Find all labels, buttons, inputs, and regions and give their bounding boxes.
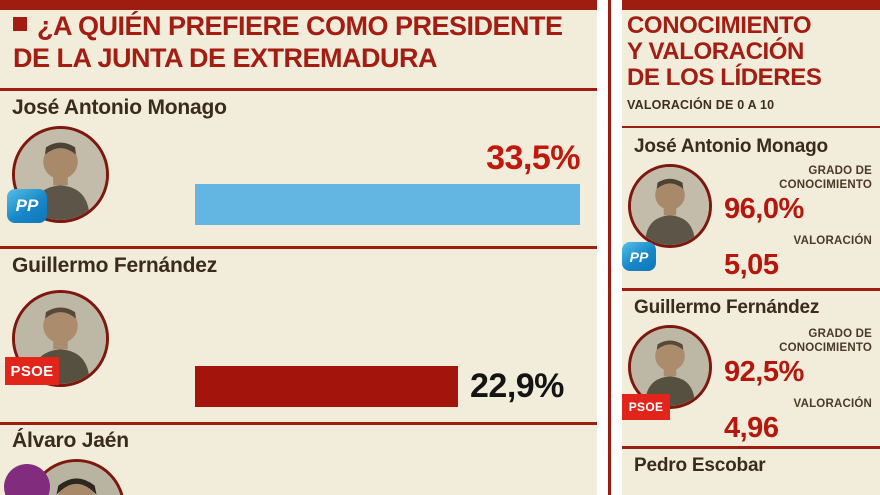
poll-value: 22,9%	[470, 367, 564, 405]
poll-panel: ¿A QUIÉN PREFIERE COMO PRESIDENTE DE LA …	[0, 0, 597, 495]
valuation-title-line3: DE LOS LÍDERES	[627, 64, 822, 91]
spacer	[724, 226, 872, 234]
section-divider	[622, 126, 880, 128]
leader-name: Pedro Escobar	[634, 455, 766, 476]
section-divider	[0, 422, 597, 425]
valoracion-label: VALORACIÓN	[793, 235, 872, 247]
top-rule	[622, 0, 880, 10]
section-divider	[622, 288, 880, 291]
podemos-logo	[4, 464, 50, 495]
leader-name: José Antonio Monago	[634, 136, 828, 157]
valuation-panel: CONOCIMIENTO Y VALORACIÓN DE LOS LÍDERES…	[622, 0, 880, 495]
valoracion-label: VALORACIÓN	[793, 398, 872, 410]
conocimiento-label-line2: CONOCIMIENTO	[779, 179, 872, 191]
poll-bar	[195, 184, 580, 225]
valoracion-value: 4,96	[724, 412, 779, 444]
section-divider	[0, 246, 597, 249]
conocimiento-label-line1: GRADO DE	[808, 165, 872, 177]
leader-stats: GRADO DE CONOCIMIENTO 92,5% VALORACIÓN 4…	[724, 327, 872, 445]
candidate-name: Guillermo Fernández	[12, 254, 218, 277]
psoe-logo: PSOE	[5, 357, 59, 385]
spacer	[724, 389, 872, 397]
valuation-subtitle: VALORACIÓN DE 0 A 10	[627, 98, 775, 112]
poll-title-line1: ¿A QUIÉN PREFIERE COMO PRESIDENTE	[37, 11, 563, 41]
section-divider	[622, 446, 880, 449]
top-rule	[0, 0, 597, 10]
portrait-silhouette-icon	[631, 328, 709, 406]
conocimiento-value: 92,5%	[724, 356, 804, 388]
leader-photo	[628, 164, 712, 248]
candidate-name: Álvaro Jaén	[12, 429, 129, 452]
leader-stats: GRADO DE CONOCIMIENTO 96,0% VALORACIÓN 5…	[724, 164, 872, 282]
valoracion-value: 5,05	[724, 249, 779, 281]
valuation-title-line2: Y VALORACIÓN	[627, 38, 804, 65]
valuation-title-line1: CONOCIMIENTO	[627, 12, 812, 39]
poll-bar	[195, 366, 458, 407]
candidate-name: José Antonio Monago	[12, 96, 227, 119]
poll-title-line2: DE LA JUNTA DE EXTREMADURA	[13, 43, 438, 73]
bar-row	[195, 184, 580, 225]
leader-name: Guillermo Fernández	[634, 297, 820, 318]
section-divider	[0, 88, 597, 91]
poll-value: 33,5%	[486, 139, 580, 177]
title-bullet-square	[13, 17, 27, 31]
conocimiento-value: 96,0%	[724, 193, 804, 225]
bar-row: 22,9%	[195, 366, 580, 407]
pp-logo: PP	[7, 189, 47, 223]
conocimiento-label-line2: CONOCIMIENTO	[779, 342, 872, 354]
psoe-logo: PSOE	[622, 394, 670, 420]
pp-logo: PP	[622, 242, 656, 271]
vertical-divider	[608, 0, 611, 495]
portrait-silhouette-icon	[631, 167, 709, 245]
conocimiento-label-line1: GRADO DE	[808, 328, 872, 340]
